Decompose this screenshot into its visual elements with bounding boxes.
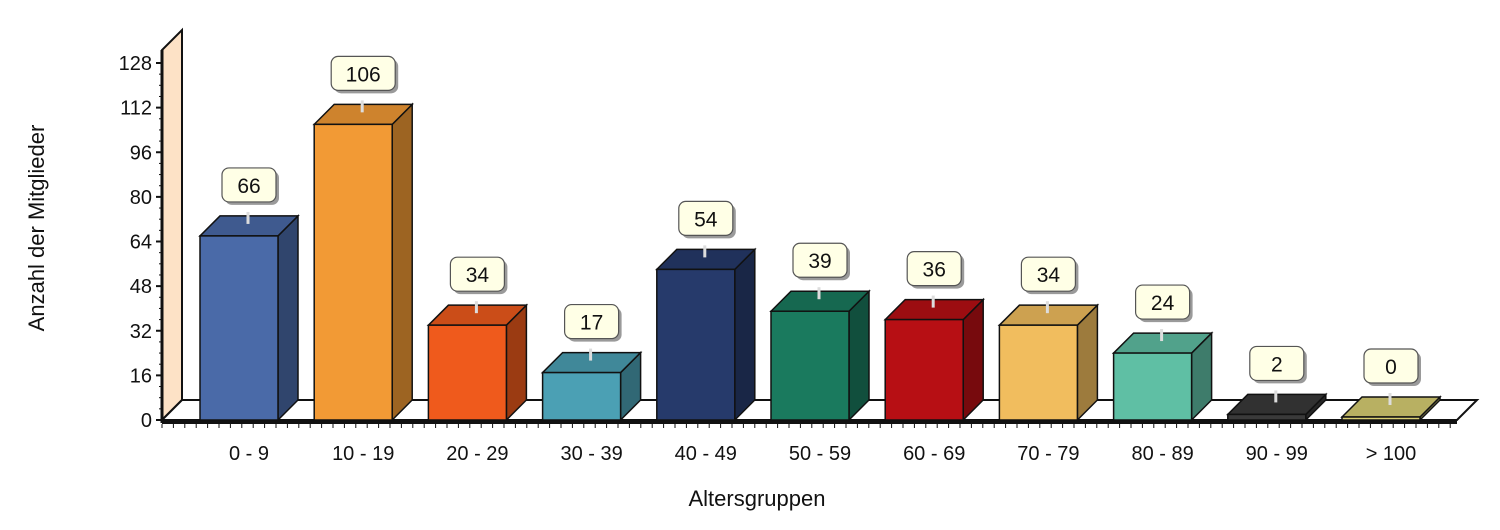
y-axis-title: Anzahl der Mitglieder [24, 125, 49, 332]
data-label: 54 [694, 208, 718, 231]
x-tick-label: 70 - 79 [1017, 443, 1079, 465]
bar-front [770, 310, 850, 421]
x-axis-line [162, 420, 1457, 424]
data-label: 34 [1037, 264, 1061, 287]
bar-front [656, 268, 736, 421]
x-tick-label: 20 - 29 [446, 443, 508, 465]
y-tick-label: 0 [141, 410, 152, 432]
x-tick-label: 50 - 59 [789, 443, 851, 465]
bar-front [998, 324, 1079, 421]
data-label: 66 [237, 175, 260, 198]
data-label-box [563, 303, 620, 340]
data-label-box [678, 200, 734, 236]
bar [1111, 331, 1214, 422]
data-label: 24 [1151, 292, 1175, 315]
bar-side [962, 297, 984, 422]
bar [769, 289, 871, 422]
bar [1225, 392, 1328, 422]
y-tick-label: 32 [130, 321, 152, 343]
data-label-box [1020, 256, 1077, 292]
bar-side [734, 247, 756, 422]
data-label-box [449, 256, 505, 292]
data-label: 106 [346, 63, 381, 86]
chart-back-wall [161, 27, 183, 423]
data-label: 2 [1271, 353, 1283, 376]
bar-front [199, 235, 279, 421]
y-tick-label: 64 [130, 232, 152, 254]
bar [540, 350, 643, 422]
x-tick-label: 10 - 19 [332, 443, 394, 465]
bar-front [427, 324, 508, 421]
x-axis-title: Altersgruppen [689, 486, 826, 511]
data-label-box [1249, 345, 1305, 382]
bar-front [1227, 413, 1307, 421]
bar-side [391, 102, 413, 422]
bar-side [848, 289, 870, 422]
data-label: 39 [808, 250, 831, 273]
bar [198, 214, 300, 422]
bar [312, 102, 415, 422]
bar [1340, 395, 1442, 422]
y-tick-label: 48 [130, 276, 152, 298]
bar-front [884, 318, 964, 421]
data-label-box [792, 242, 848, 278]
y-tick-label: 128 [119, 53, 152, 75]
bar-side [277, 214, 299, 422]
data-label: 17 [580, 312, 603, 335]
bar [997, 303, 1100, 422]
x-tick-label: 40 - 49 [675, 443, 737, 465]
y-tick-label: 112 [120, 98, 152, 120]
y-tick-label: 80 [130, 187, 152, 209]
data-label-box [1363, 348, 1419, 384]
bar [883, 297, 986, 422]
x-tick-label: 90 - 99 [1246, 443, 1308, 465]
x-tick-label: 30 - 39 [560, 443, 622, 465]
bar [426, 303, 529, 422]
x-tick-label: > 100 [1366, 443, 1417, 465]
bar-front [1341, 416, 1421, 421]
x-tick-label: 80 - 89 [1131, 443, 1193, 465]
data-label: 34 [466, 264, 490, 287]
y-tick-label: 96 [130, 142, 152, 164]
data-label: 0 [1385, 356, 1397, 379]
bar [654, 247, 757, 422]
x-tick-label: 60 - 69 [903, 443, 965, 465]
bar-front [541, 371, 622, 421]
bar-front [1112, 352, 1193, 421]
bar-front [313, 123, 393, 421]
data-label-box [330, 55, 396, 91]
x-tick-label: 0 - 9 [229, 443, 269, 465]
data-label-box [906, 250, 962, 287]
y-tick-label: 16 [130, 365, 152, 387]
data-label: 36 [923, 259, 946, 282]
data-label-box [221, 167, 277, 203]
data-label-box [1134, 284, 1191, 320]
